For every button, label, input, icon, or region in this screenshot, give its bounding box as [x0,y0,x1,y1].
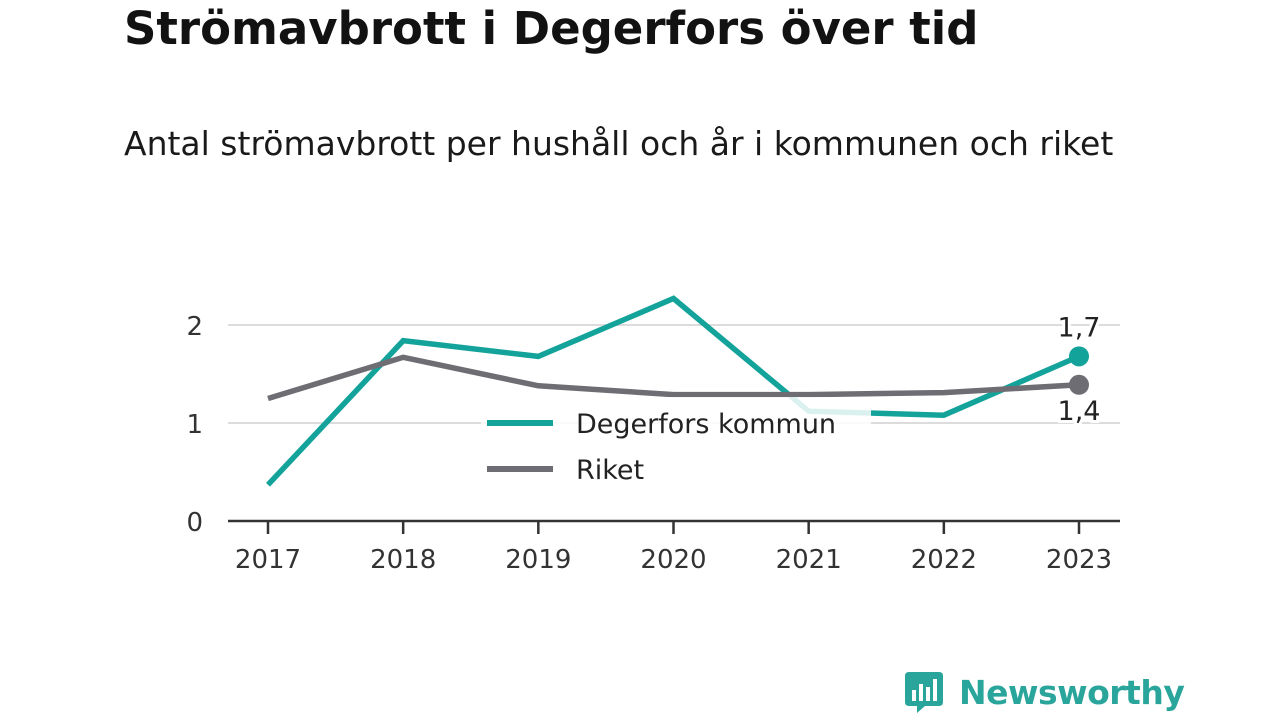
bar-chart-speech-bubble-icon [905,672,943,713]
series-lines [265,295,1089,487]
y-tick-label: 2 [186,312,203,342]
legend-label: Riket [576,455,644,486]
series-end-point [1069,374,1089,395]
x-tick-label: 2019 [505,545,571,575]
x-tick-label: 2018 [370,545,436,575]
legend: Degerfors kommun Riket [481,397,871,486]
x-tick-label: 2020 [640,545,706,575]
x-tick-label: 2023 [1046,545,1112,575]
newsworthy-logo: Newsworthy [903,670,1185,714]
y-tick-label: 1 [186,410,203,440]
end-value-label: 1,4 [1058,396,1101,427]
x-tick-label: 2017 [235,545,301,575]
brand-name: Newsworthy [959,672,1185,712]
series-line-1 [267,354,1080,402]
x-tick-label: 2022 [911,545,977,575]
x-tick-label: 2021 [776,545,842,575]
y-tick-label: 0 [186,508,203,538]
axes: 0 1 2 2017 2018 2019 2020 2021 2022 2023 [186,312,1120,575]
chart-subtitle: Antal strömavbrott per hushåll och år i … [124,124,1114,163]
legend-label: Degerfors kommun [576,409,836,440]
chart-title: Strömavbrott i Degerfors över tid [124,2,979,55]
end-value-label: 1,7 [1058,312,1101,343]
series-end-point [1069,346,1089,367]
end-labels: 1,7 1,4 [1055,309,1104,429]
